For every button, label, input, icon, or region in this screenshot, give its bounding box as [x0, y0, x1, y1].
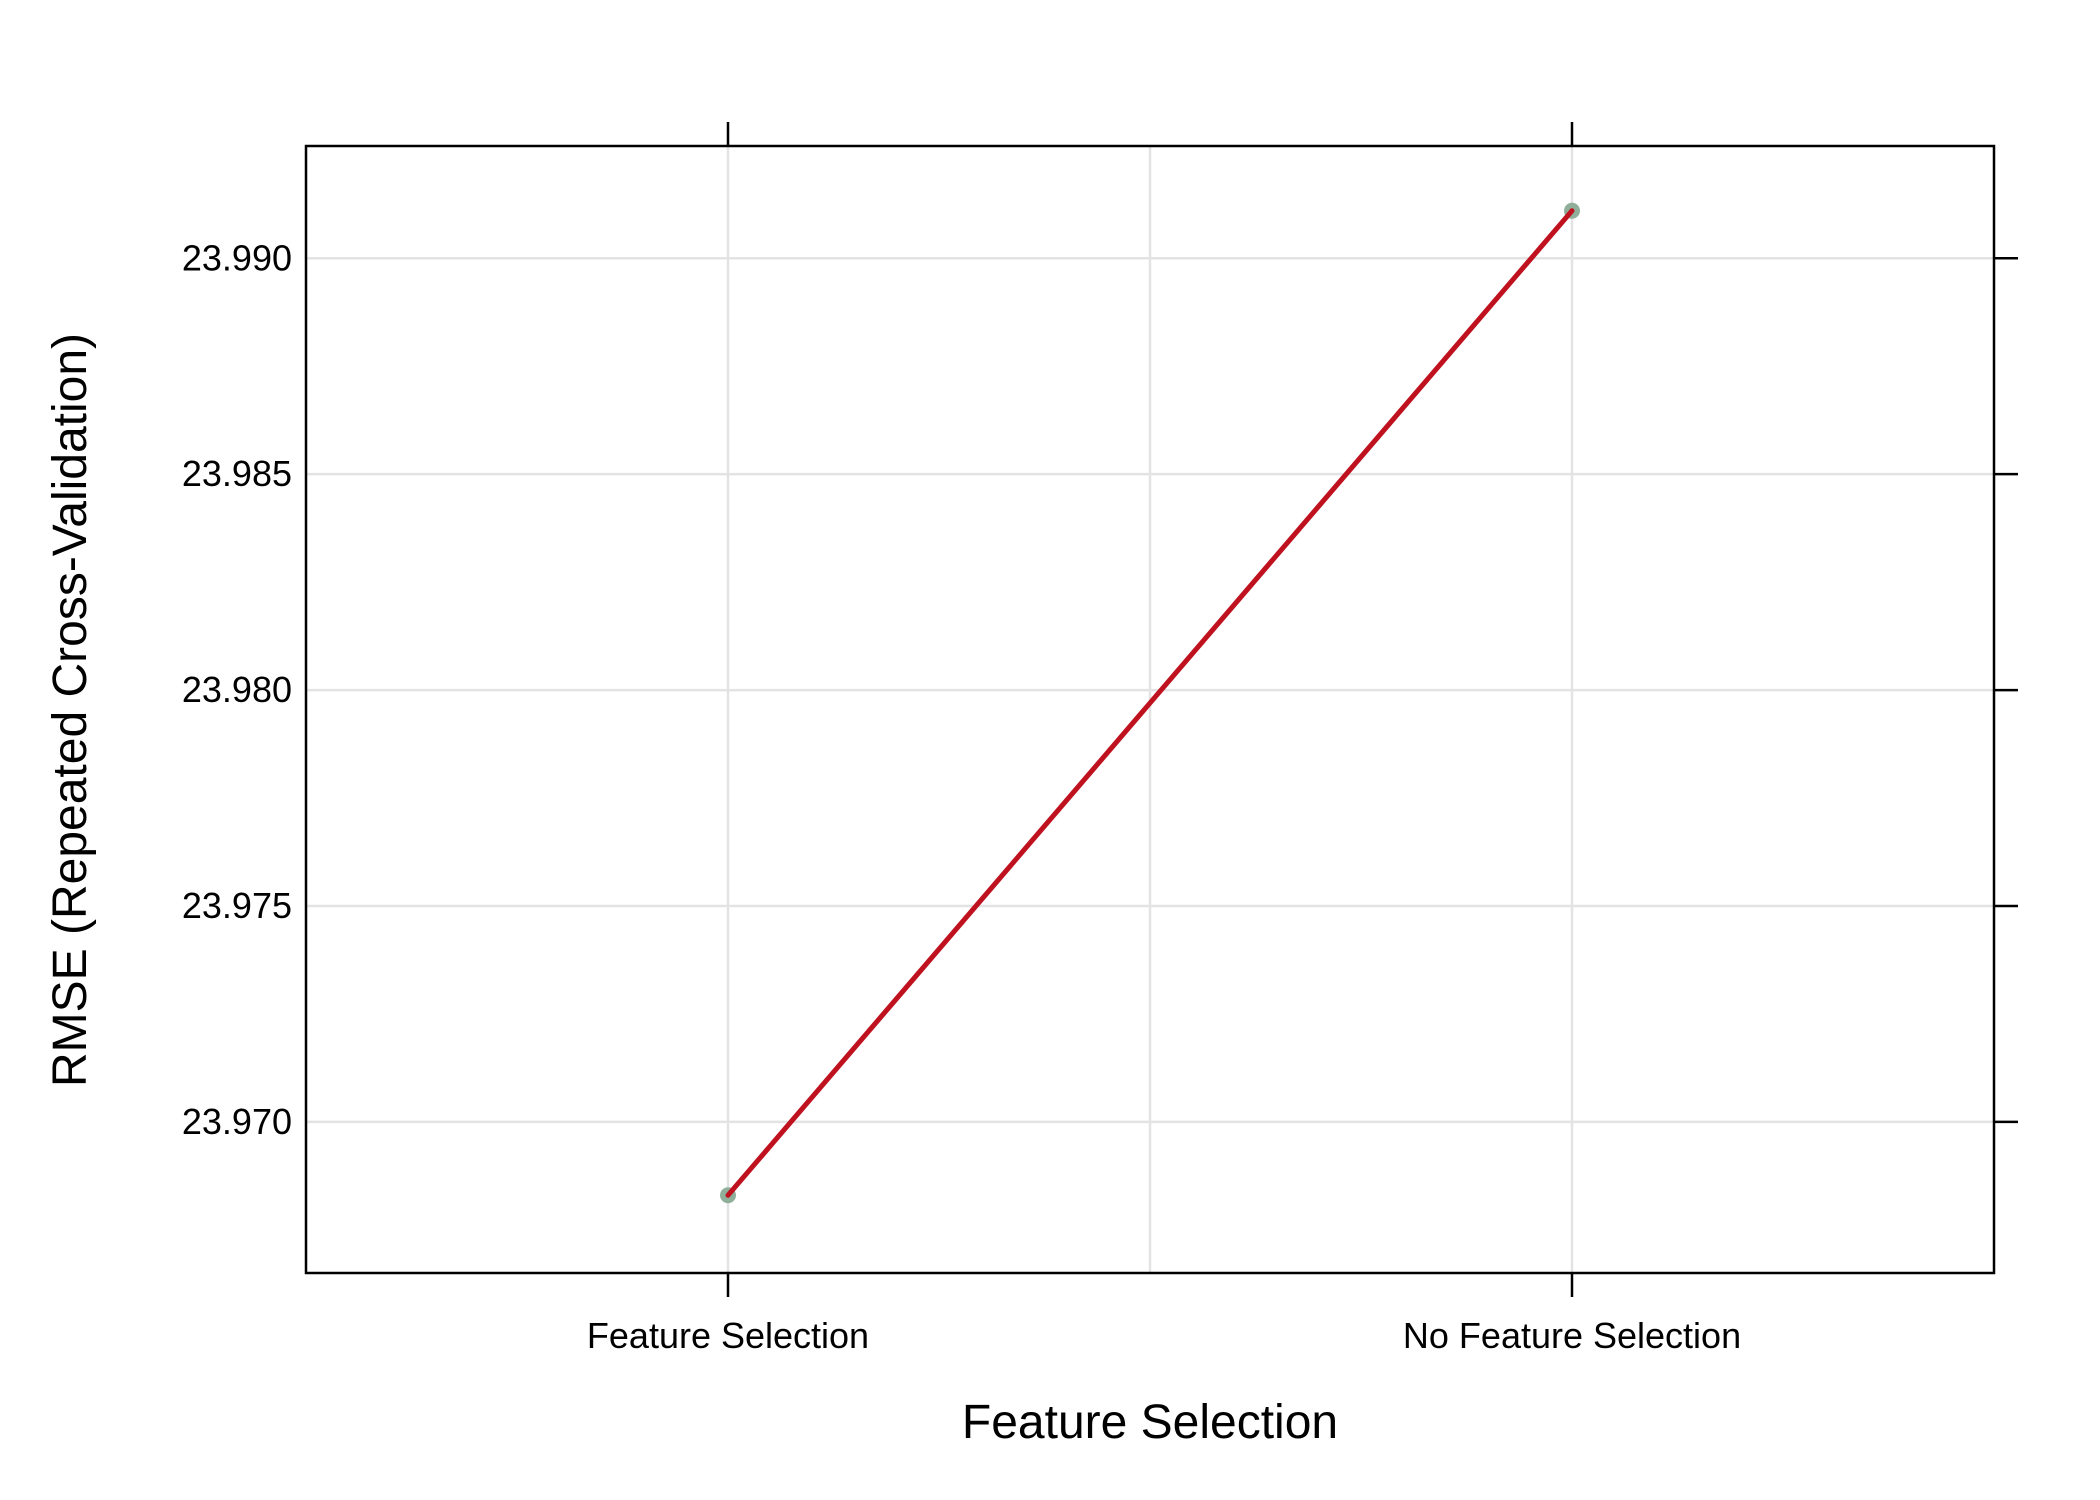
x-axis-title: Feature Selection — [962, 1396, 1338, 1449]
axis-ticks — [726, 122, 2018, 1297]
y-tick-label: 23.990 — [182, 237, 292, 278]
plot-frame — [304, 144, 1996, 1275]
y-tick-label: 23.970 — [182, 1101, 292, 1142]
grid-lines — [306, 146, 1994, 1273]
y-tick-labels: 23.970 23.975 23.980 23.985 23.990 — [182, 237, 292, 1142]
series-line — [725, 208, 1575, 1198]
x-tick-label: Feature Selection — [587, 1315, 869, 1356]
y-tick-label: 23.985 — [182, 453, 292, 494]
series-layer — [720, 202, 1580, 1204]
y-axis-title: RMSE (Repeated Cross-Validation) — [44, 333, 97, 1087]
y-tick-label: 23.975 — [182, 885, 292, 926]
y-tick-label: 23.980 — [182, 669, 292, 710]
x-tick-labels: Feature Selection No Feature Selection — [587, 1315, 1741, 1356]
x-tick-label: No Feature Selection — [1403, 1315, 1741, 1356]
